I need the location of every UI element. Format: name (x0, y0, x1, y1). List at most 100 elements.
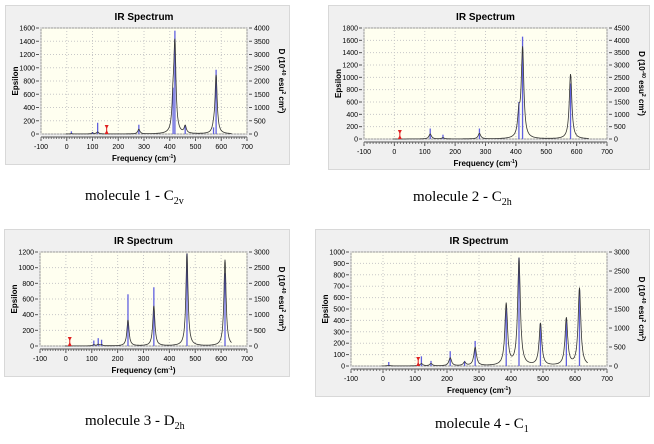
y2-tick-label: 3500 (614, 50, 630, 57)
ir-spectrum-svg: IR Spectrum-100 0 100 200 300 400 500 600 700020… (334, 12, 646, 168)
y2-label-part: -40 (640, 71, 646, 78)
x-label-part: ) (173, 154, 176, 163)
y2-tick-label: 1500 (614, 100, 630, 107)
y2-label-part: cm (277, 312, 286, 326)
x-tick-label: 600 (215, 144, 227, 151)
chart-title: IR Spectrum (450, 236, 509, 247)
y-tick-label: 600 (23, 92, 35, 99)
chart-title: IR Spectrum (115, 12, 174, 23)
caption-text: molecule 1 - C (85, 188, 174, 204)
x-tick-label: 700 (601, 149, 613, 156)
caption-symmetry: 2v (173, 196, 184, 207)
x-label-part: ) (508, 386, 511, 395)
y2-tick-label: 4000 (254, 26, 270, 33)
y2-label-part: 2 (640, 319, 646, 322)
x-axis-label: Frequency (cm-1) (112, 154, 176, 163)
x-label-part: ) (515, 159, 518, 168)
y2-label-part: 2 (640, 336, 646, 339)
y2-axis-label: D (10-40 esu2 cm2) (637, 51, 646, 116)
x-tick-label: 600 (571, 149, 583, 156)
y2-tick-label: 1000 (614, 112, 630, 119)
y-axis-label: Epsilon (334, 69, 343, 98)
y-tick-label: 0 (31, 132, 35, 139)
caption-symmetry: 1 (523, 424, 529, 435)
y-tick-label: 1000 (329, 250, 345, 257)
y-tick-label: 800 (346, 87, 358, 94)
caption-molecule-3: molecule 3 - D2h (85, 413, 185, 432)
y-tick-label: 800 (22, 281, 34, 288)
y2-tick-label: 1500 (614, 307, 630, 314)
x-tick-label: 600 (215, 356, 227, 363)
x-tick-label: 100 (419, 149, 431, 156)
y2-tick-label: 4500 (614, 26, 630, 33)
y-tick-label: 300 (333, 329, 345, 336)
x-tick-label: 300 (473, 376, 485, 383)
caption-molecule-2: molecule 2 - C2h (413, 189, 512, 208)
x-tick-label: 700 (601, 376, 613, 383)
y2-label-part: D (10 (637, 51, 646, 71)
y2-label-part: ) (637, 339, 646, 342)
x-label-part: Frequency (cm (111, 366, 168, 375)
y-axis-label: Epsilon (10, 284, 19, 313)
x-tick-label: 300 (480, 149, 492, 156)
x-axis-label: Frequency (cm-1) (453, 159, 517, 168)
y-tick-label: 400 (23, 105, 35, 112)
y2-label-part: 2 (640, 110, 646, 113)
y-axis-label: Epsilon (11, 66, 20, 95)
y-tick-label: 1200 (18, 250, 34, 257)
x-tick-label: 300 (138, 356, 150, 363)
y2-tick-label: 3000 (254, 250, 270, 257)
y-tick-label: 1400 (19, 39, 35, 46)
y2-label-part: esu (637, 303, 646, 319)
y2-tick-label: 3000 (614, 63, 630, 70)
x-tick-label: 400 (510, 149, 522, 156)
y2-tick-label: 2000 (614, 288, 630, 295)
y2-label-part: 2 (280, 108, 286, 111)
x-tick-label: 0 (64, 356, 68, 363)
y2-axis-label: D (10-40 esu2 cm2) (637, 277, 646, 342)
y2-label-part: cm (637, 97, 646, 111)
x-tick-label: 200 (112, 144, 124, 151)
y2-tick-label: 2500 (254, 65, 270, 72)
chart-molecule-2: IR Spectrum -100 0 100 200 300 400 500 600 700 0 20… (328, 5, 650, 170)
y-tick-label: 1200 (342, 63, 358, 70)
y-tick-label: 1000 (342, 75, 358, 82)
x-tick-label: -100 (357, 149, 371, 156)
y2-label-part: D (10 (637, 277, 646, 297)
y2-tick-label: 0 (254, 132, 258, 139)
y-tick-label: 200 (333, 341, 345, 348)
x-tick-label: -100 (344, 376, 358, 383)
x-tick-label: 700 (241, 356, 253, 363)
y-tick-label: 200 (23, 118, 35, 125)
y2-label-part: D (10 (277, 267, 286, 287)
y-tick-label: 800 (333, 272, 345, 279)
y2-tick-label: 500 (254, 118, 266, 125)
y2-tick-label: 1000 (254, 312, 270, 319)
chart-title: IR Spectrum (456, 12, 515, 23)
x-tick-label: 500 (189, 356, 201, 363)
y-tick-label: 1600 (19, 26, 35, 33)
y2-label-part: ) (277, 111, 286, 114)
y2-label-part: ) (637, 113, 646, 116)
x-tick-label: -100 (33, 356, 47, 363)
x-label-part: -1 (504, 386, 509, 392)
x-tick-label: 0 (65, 144, 69, 151)
y-tick-label: 400 (22, 312, 34, 319)
ir-spectrum-svg: IR Spectrum-100 0 100 200 300 400 500 600 700010… (321, 236, 646, 395)
y2-tick-label: 2000 (254, 79, 270, 86)
y-tick-label: 700 (333, 284, 345, 291)
y-tick-label: 1800 (342, 26, 358, 33)
y2-axis-label: D (10-40 esu2 cm2) (277, 267, 286, 332)
y-tick-label: 400 (333, 318, 345, 325)
x-tick-label: 600 (569, 376, 581, 383)
x-tick-label: 100 (86, 356, 98, 363)
y-tick-label: 900 (333, 261, 345, 268)
x-label-part: ) (173, 366, 176, 375)
caption-molecule-1: molecule 1 - C2v (85, 188, 184, 207)
y2-tick-label: 4000 (614, 38, 630, 45)
y2-tick-label: 1000 (614, 326, 630, 333)
x-label-part: Frequency (cm (112, 154, 169, 163)
y-tick-label: 200 (346, 124, 358, 131)
caption-text: molecule 3 - D (85, 413, 175, 429)
y2-label-part: esu (637, 78, 646, 94)
